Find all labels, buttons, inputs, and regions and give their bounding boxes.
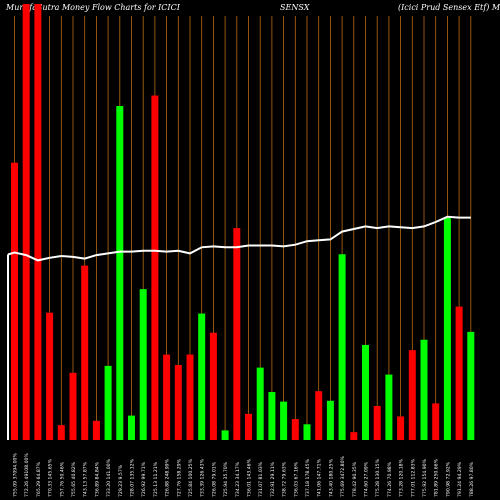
x-tick-label: 781.89 250.66%: [434, 458, 440, 497]
money-flow-bar: [280, 401, 288, 440]
x-tick-label: 757.76 50.46%: [59, 461, 65, 497]
x-tick-label: 726.88 248.99%: [165, 458, 171, 497]
money-flow-bar: [104, 365, 112, 440]
money-flow-bar: [467, 331, 475, 440]
money-flow-bar: [163, 354, 171, 440]
money-flow-bar: [408, 350, 416, 440]
bars: [11, 4, 475, 441]
x-tick-label: 733.20 141.00%: [106, 458, 112, 497]
x-tick-label: 791.24 94.29%: [457, 461, 463, 497]
money-flow-bar: [326, 400, 334, 440]
x-tick-label: 726.08 79.01%: [211, 461, 217, 497]
x-tick-label: 737.18 178.45%: [305, 458, 311, 497]
x-tick-label: 738.72 79.63%: [282, 461, 288, 497]
price-line-path: [7, 215, 471, 262]
money-flow-bar: [315, 391, 323, 440]
x-tick-label: 736.03 67.16%: [293, 461, 299, 497]
money-flow-bar: [245, 413, 252, 440]
x-tick-label: 775.69 3472.80%: [340, 455, 346, 497]
chart-symbol: SENSX: [280, 3, 310, 12]
money-flow-bar: [57, 425, 65, 440]
money-flow-bar: [81, 265, 89, 440]
x-tick-label: 729.23 9.57%: [118, 464, 124, 497]
money-flow-bar: [34, 4, 42, 440]
x-tick-label: 743.40 180.25%: [328, 458, 334, 497]
x-tick-label: 775.28 130.15%: [375, 458, 381, 497]
money-flow-bar: [455, 306, 463, 440]
x-tick-label: 726.92 99.71%: [141, 461, 147, 497]
x-tick-label: 728.07 135.12%: [130, 458, 136, 497]
money-flow-bar: [362, 344, 369, 440]
x-tick-label: 736.01 143.46%: [247, 458, 253, 497]
money-flow-bar: [338, 254, 346, 440]
money-flow-bar: [443, 217, 451, 440]
money-flow-bar: [139, 289, 147, 440]
chart-title: MunafaSutra Money Flow Charts for ICICI: [6, 3, 180, 12]
money-flow-bar: [22, 4, 30, 440]
money-flow-bar: [256, 367, 264, 440]
money-flow-bar: [303, 424, 311, 440]
price-line: [7, 215, 471, 440]
x-tick-label: 790.98 72.92%: [445, 461, 451, 497]
money-flow-bar: [151, 95, 159, 440]
money-flow-bar: [350, 432, 358, 440]
money-flow-bar: [420, 339, 428, 440]
x-tick-label: 734.23 34.17%: [235, 461, 241, 497]
money-flow-bar: [373, 405, 381, 440]
x-tick-label: 732.91 29.11%: [270, 461, 276, 497]
money-flow-bar: [209, 332, 217, 440]
money-flow-bar: [11, 162, 18, 441]
x-tick-label: 765.29 64.87%: [36, 461, 42, 497]
chart-subtitle: (Icici Prud Sensex Etf) Munafa: [398, 3, 500, 12]
x-tick-label: 788.26 97.80%: [469, 461, 475, 497]
x-tick-labels: 755.09 37094.00% 772.26 49108.00% 765.29 6…: [13, 453, 475, 497]
x-tick-label: 770.33 145.65%: [48, 458, 54, 497]
x-tick-label: 736.89 84.84%: [94, 461, 100, 497]
money-flow-bar: [268, 392, 276, 440]
x-tick-label: 778.42 90.35%: [352, 461, 358, 497]
x-tick-label: 743.13 57.87%: [83, 461, 89, 497]
x-tick-label: 773.28 120.18%: [399, 458, 405, 497]
money-flow-bar: [116, 106, 124, 441]
money-flow-bar: [291, 419, 299, 440]
x-tick-label: 727.76 158.29%: [176, 458, 182, 497]
money-flow-bar: [221, 430, 229, 440]
money-flow-bar: [233, 228, 241, 440]
money-flow-bar: [46, 312, 54, 440]
x-tick-label: 777.01 112.83%: [410, 458, 416, 497]
money-flow-bar: [128, 415, 135, 440]
x-tick-label: 772.26 49108.00%: [24, 453, 30, 497]
x-tick-label: 725.13 11.21%: [153, 461, 159, 497]
money-flow-bar: [198, 313, 206, 440]
x-tick-label: 741.06 147.71%: [317, 458, 323, 497]
money-flow-bar: [186, 354, 194, 440]
money-flow-bar: [397, 416, 405, 440]
money-flow-bar: [92, 420, 100, 440]
x-tick-label: 774.26 70.98%: [387, 461, 393, 497]
x-tick-label: 755.09 37094.00%: [13, 453, 19, 497]
money-flow-bar: [432, 403, 440, 440]
x-tick-label: 731.07 81.03%: [258, 461, 264, 497]
x-tick-label: 775.92 154.90%: [422, 458, 428, 497]
x-tick-label: 774.60 27.09%: [364, 461, 370, 497]
x-tick-label: 755.65 40.82%: [71, 461, 77, 497]
money-flow-bar: [174, 365, 182, 440]
x-tick-label: 725.94 35.70%: [223, 461, 229, 497]
money-flow-bar: [69, 372, 77, 440]
x-tick-label: 733.39 126.43%: [200, 458, 206, 497]
money-flow-bar: [385, 374, 393, 440]
x-tick-label: 725.84 100.25%: [188, 458, 194, 497]
